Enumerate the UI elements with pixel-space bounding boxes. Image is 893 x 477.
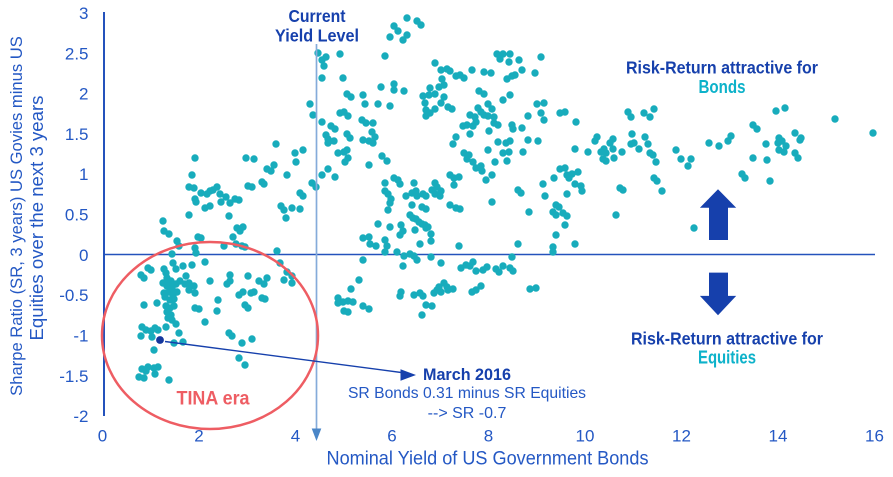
svg-text:-1: -1	[73, 327, 88, 346]
svg-text:Current: Current	[289, 6, 346, 26]
svg-text:1: 1	[79, 165, 88, 184]
svg-text:2: 2	[194, 427, 203, 446]
svg-text:-1.5: -1.5	[59, 367, 88, 386]
svg-text:--> SR -0.7: --> SR -0.7	[428, 405, 507, 422]
svg-text:16: 16	[865, 427, 884, 446]
svg-text:Yield Level: Yield Level	[275, 26, 359, 46]
svg-text:0: 0	[98, 427, 107, 446]
svg-text:Nominal Yield of US Government: Nominal Yield of US Government Bonds	[327, 448, 649, 470]
svg-text:0.5: 0.5	[65, 206, 89, 225]
svg-text:Equities over the next 3 years: Equities over the next 3 years	[26, 96, 47, 341]
svg-text:Risk-Return attractive for: Risk-Return attractive for	[631, 329, 823, 349]
svg-text:12: 12	[672, 427, 691, 446]
svg-text:Risk-Return attractive for: Risk-Return attractive for	[626, 58, 818, 78]
svg-text:March 2016: March 2016	[423, 365, 511, 384]
svg-text:-2: -2	[73, 407, 88, 426]
svg-text:Sharpe Ratio (SR, 3 years) US: Sharpe Ratio (SR, 3 years) US Govies min…	[7, 36, 26, 396]
svg-text:TINA era: TINA era	[177, 388, 250, 410]
svg-text:-0.5: -0.5	[59, 286, 88, 305]
svg-text:2.5: 2.5	[65, 45, 89, 64]
svg-text:14: 14	[769, 427, 788, 446]
svg-text:Bonds: Bonds	[699, 77, 746, 97]
svg-text:SR Bonds 0.31 minus SR Equitie: SR Bonds 0.31 minus SR Equities	[348, 385, 586, 402]
svg-text:0: 0	[79, 246, 88, 265]
svg-text:8: 8	[484, 427, 493, 446]
svg-text:10: 10	[576, 427, 595, 446]
svg-text:4: 4	[291, 427, 300, 446]
svg-text:6: 6	[387, 427, 396, 446]
svg-text:3: 3	[79, 4, 88, 23]
svg-text:Equities: Equities	[698, 348, 756, 368]
svg-text:2: 2	[79, 85, 88, 104]
svg-text:1.5: 1.5	[65, 125, 89, 144]
